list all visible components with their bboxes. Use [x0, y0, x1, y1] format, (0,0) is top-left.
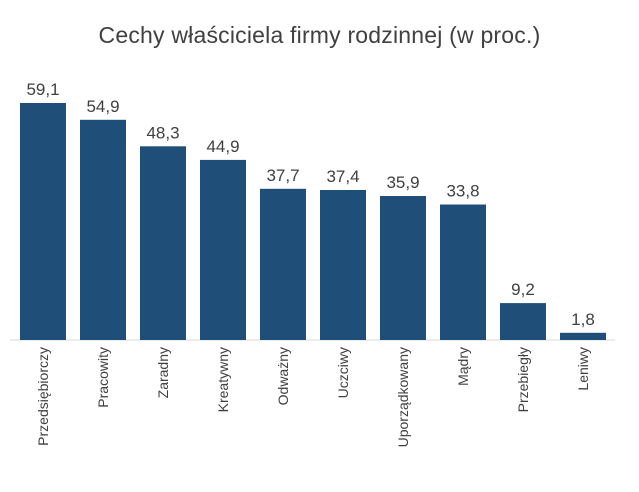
category-label-4: Kreatywny: [215, 347, 231, 412]
category-label-3: Zaradny: [155, 347, 171, 398]
category-label-8: Mądry: [455, 347, 471, 386]
value-label-10: 1,8: [571, 310, 595, 329]
bars-group: [20, 103, 606, 340]
value-label-5: 37,7: [266, 166, 299, 185]
value-label-6: 37,4: [326, 167, 359, 186]
value-label-9: 9,2: [511, 280, 535, 299]
bar-3: [140, 146, 186, 340]
bar-5: [260, 188, 306, 340]
category-label-10: Leniwy: [575, 347, 591, 391]
chart-title: Cechy właściciela firmy rodzinnej (w pro…: [98, 22, 541, 48]
value-label-7: 35,9: [386, 173, 419, 192]
bar-9: [500, 303, 546, 340]
category-label-2: Pracowity: [95, 347, 111, 408]
value-label-8: 33,8: [446, 182, 479, 201]
bar-6: [320, 190, 366, 340]
category-label-1: Przedsiębiorczy: [35, 347, 51, 446]
value-label-2: 54,9: [86, 97, 119, 116]
bar-7: [380, 196, 426, 340]
bar-2: [80, 119, 126, 340]
bar-8: [440, 204, 486, 340]
bar-4: [200, 159, 246, 340]
value-label-3: 48,3: [146, 123, 179, 142]
value-label-4: 44,9: [206, 137, 239, 156]
value-label-1: 59,1: [26, 80, 59, 99]
bar-1: [20, 103, 66, 340]
category-label-5: Odważny: [275, 347, 291, 405]
value-labels-group: 59,1 54,9 48,3 44,9 37,7 37,4 35,9 33,8 9,2 1,8: [26, 80, 594, 329]
category-label-9: Przebiegły: [515, 347, 531, 412]
category-label-7: Uporządkowany: [395, 347, 411, 447]
category-label-6: Uczciwy: [335, 347, 351, 398]
category-labels-group: Przedsiębiorczy Pracowity Zaradny Kreatywny…: [35, 347, 591, 447]
bar-10: [560, 332, 606, 340]
